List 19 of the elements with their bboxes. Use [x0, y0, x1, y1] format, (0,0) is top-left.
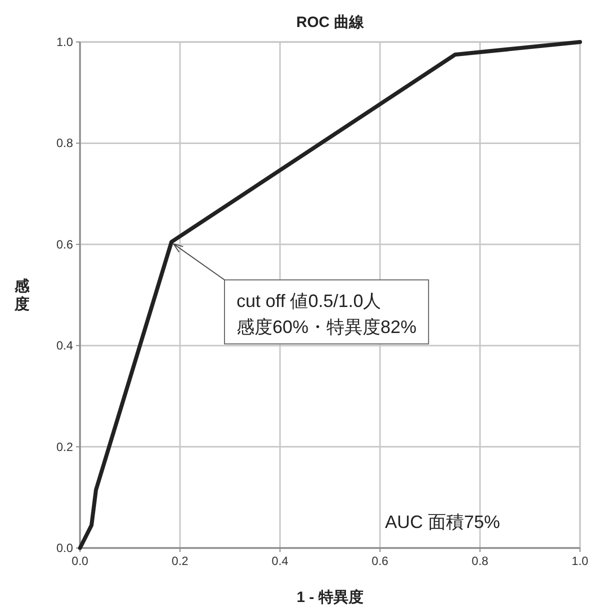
y-axis-title: 感度	[14, 278, 30, 313]
x-tick-label: 0.8	[472, 554, 489, 568]
annotation: 感度60%・特異度82%	[236, 316, 417, 337]
y-tick-label: 0.8	[56, 136, 74, 150]
x-axis-title: 1 - 特異度	[296, 588, 364, 606]
x-tick-label: 0.6	[372, 554, 389, 568]
chart-title: ROC 曲線	[296, 14, 365, 31]
x-tick-label: 0.4	[272, 554, 289, 568]
line-series	[78, 40, 582, 550]
y-tick-label: 1.0	[56, 35, 74, 49]
x-tick-label: 0.0	[72, 554, 89, 568]
annotation: cut off 値0.5/1.0人	[236, 290, 382, 311]
x-tick-label: 1.0	[572, 554, 589, 568]
x-tick-label: 0.2	[172, 554, 189, 568]
y-tick-label: 0.4	[56, 338, 74, 353]
y-tick-label: 0.6	[56, 237, 74, 252]
annotation: AUC 面積75%	[385, 512, 500, 532]
y-tick-label: 0.2	[56, 440, 74, 454]
y-tick-label: 0.0	[56, 541, 74, 555]
